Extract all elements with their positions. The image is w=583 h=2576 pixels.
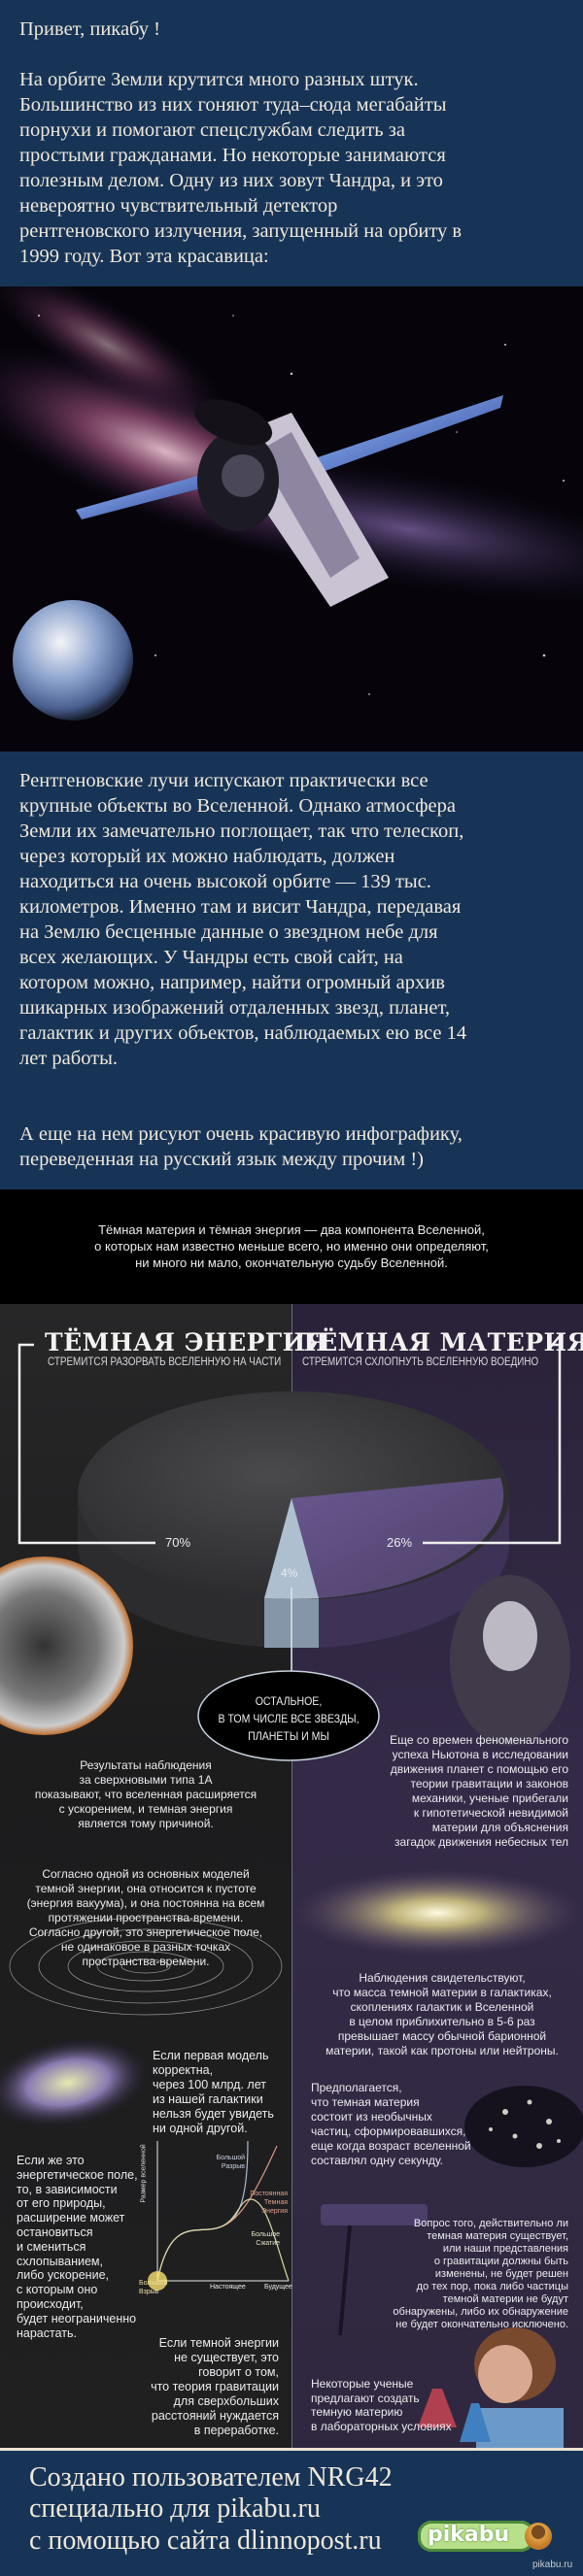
question-text: Вопрос того, действительно ли темная мат… [393,2218,568,2330]
rest-percent: 4% [281,1566,298,1580]
energy-field-text: Если же это энергетическое поле, то, в з… [17,2154,138,2340]
watermark: pikabu.ru [532,2559,573,2570]
universe-fate-chart [148,2140,290,2291]
curve-big-crunch [156,2198,290,2282]
outro-paragraph: А еще на нем рисуют очень красивую инфог… [19,1123,463,1170]
chart-xtick-big-bang: Большой Взрыв [139,2280,168,2295]
chart-ylabel: Размер вселенной [140,2144,148,2203]
chart-xtick-present: Настоящее [210,2284,246,2291]
footer-line-site: специально для pikabu.ru [29,2493,321,2524]
satellite-image [76,395,503,607]
dark-energy-bracket [17,1343,155,1545]
curve-label-big-rip: Большой Разрыв [216,2155,245,2170]
dark-matter-percent: 26% [387,1535,413,1550]
infographic-intro: Тёмная материя и тёмная энергия — два ко… [94,1222,489,1270]
footer-line-author: Создано пользователем NRG42 [29,2462,393,2492]
no-dark-energy-text: Если темной энергии не существует, это г… [151,2336,279,2437]
pie-chart [78,1391,510,1648]
body-paragraph: Рентгеновские лучи испускают практически… [19,770,467,1069]
chart-xtick-future: Будущее [264,2284,292,2291]
pie-slice-rest [264,1498,319,1599]
particles-image [464,2086,583,2167]
footer-line-tool: с помощью сайта dlinnopost.ru [29,2526,382,2556]
mass-text: Наблюдения свидетельствуют, что масса те… [326,1971,559,2057]
chandra-illustration [0,286,583,752]
particles-text: Предполагается, что темная материя состо… [311,2081,471,2167]
infographic-art [0,1343,583,2449]
pie-slice-dark-matter [292,1478,504,1598]
footer: Создано пользователем NRG42 специально д… [0,2448,583,2576]
big-bang-glow [148,2271,167,2291]
first-model-text: Если первая модель корректна, через 100 … [153,2049,274,2135]
spiral-galaxy-image [0,2037,151,2128]
dark-energy-percent: 70% [165,1535,191,1550]
scientist-cartoon [418,2327,564,2449]
dark-energy-subtitle: СТРЕМИТСЯ РАЗОРВАТЬ ВСЕЛЕННУЮ НА ЧАСТИ [48,1356,282,1368]
intro-paragraph: На орбите Земли крутится много разных шт… [19,69,463,267]
body-section: Рентгеновские лучи испускают практически… [0,752,583,1189]
dark-matter-subtitle: СТРЕМИТСЯ СХЛОПНУТЬ ВСЕЛЕННУЮ ВОЕДИНО [302,1356,539,1368]
muffin-icon [525,2523,552,2550]
dark-energy-title: ТЁМНАЯ ЭНЕРГИЯ [45,1328,328,1356]
newton-text: Еще со времен феноменального успеха Ньют… [390,1733,568,1849]
pikabu-logo-text: pikabu [428,2523,510,2547]
galaxy-image [292,1869,583,1957]
greeting: Привет, пикабу ! [19,18,160,40]
supernova-image [0,1556,133,1735]
lab-text: Некоторые ученые предлагают создать темн… [311,2377,452,2433]
curve-label-constant: Постоянная Темная Энергия [250,2191,288,2215]
telescope-image [321,2204,428,2336]
earth-image [13,600,133,720]
curve-label-big-crunch: Большое Сжатие [251,2231,280,2247]
dark-matter-title: ТЁМНАЯ МАТЕРИЯ [300,1328,583,1356]
vacuum-text: Согласно одной из основных моделей темно… [26,1867,265,1968]
pie-side-dark-matter [319,1495,510,1648]
rest-bubble [197,1670,380,1761]
supernova-text: Результаты наблюдения за сверхновыми тип… [34,1758,257,1830]
spacetime-grid [9,1917,283,2016]
intro-section: Привет, пикабу ! На орбите Земли крутитс… [0,0,583,286]
dark-matter-infographic: Тёмная материя и тёмная энергия — два ко… [0,1189,583,2449]
rest-label: ОСТАЛЬНОЕ, В ТОМ ЧИСЛЕ ВСЕ ЗВЕЗДЫ, ПЛАНЕ… [218,1694,360,1743]
pikabu-logo[interactable]: pikabu [418,2521,534,2552]
dark-matter-bracket [423,1343,562,1545]
